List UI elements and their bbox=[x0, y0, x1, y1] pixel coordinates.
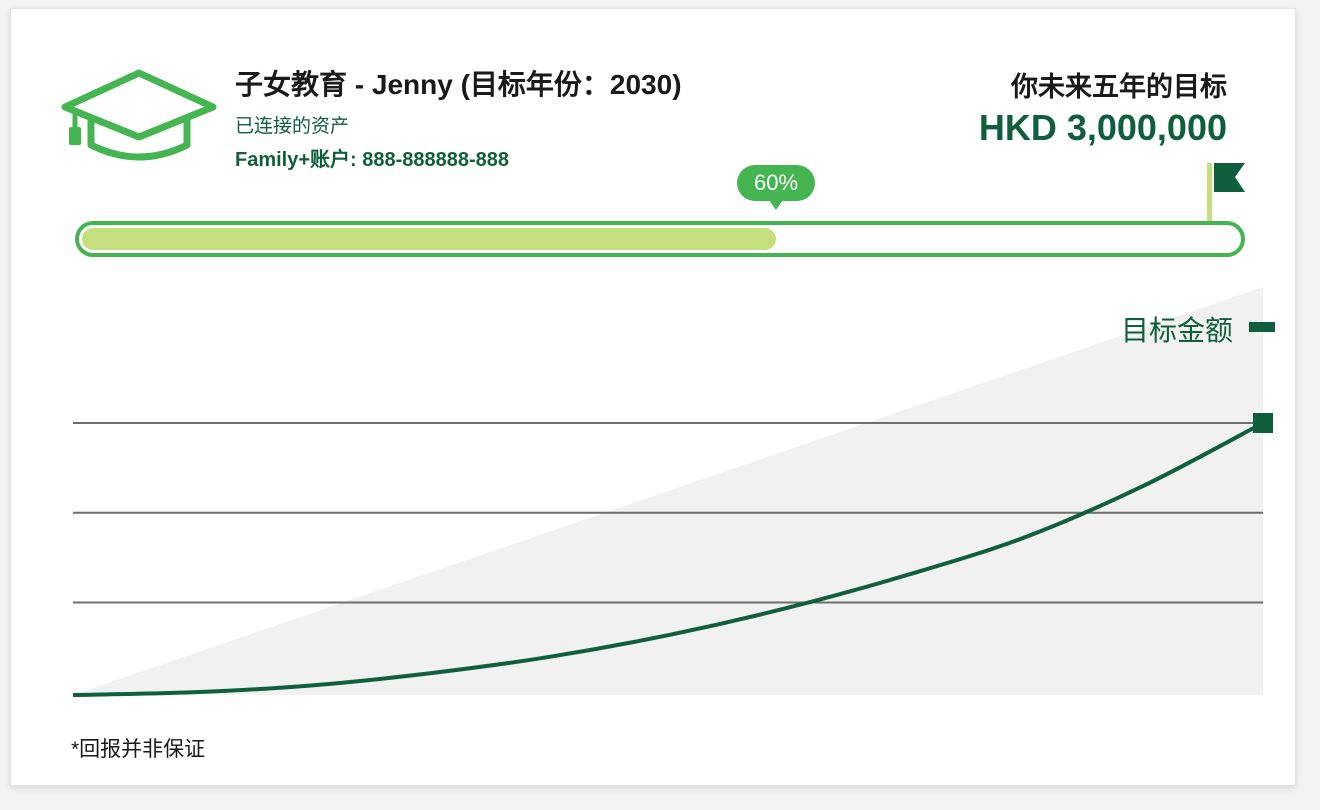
legend-swatch bbox=[1249, 322, 1275, 332]
progress-percent-badge: 60% bbox=[736, 165, 816, 210]
flag-icon bbox=[1207, 163, 1245, 221]
disclaimer: *回报并非保证 bbox=[71, 738, 206, 761]
projection-area bbox=[73, 287, 1263, 695]
goal-title: 子女教育 - Jenny (目标年份：2030) bbox=[235, 69, 682, 100]
linked-account[interactable]: Family+账户: 888-888888-888 bbox=[235, 149, 510, 171]
target-end-marker bbox=[1253, 413, 1273, 433]
target-amount: HKD 3,000,000 bbox=[978, 107, 1227, 148]
progress-fill bbox=[82, 228, 776, 250]
linked-assets-label: 已连接的资产 bbox=[235, 116, 350, 137]
target-amount-line bbox=[72, 421, 1264, 697]
graduation-cap-icon bbox=[61, 69, 217, 161]
progress-bar bbox=[75, 221, 1245, 257]
target-label: 你未来五年的目标 bbox=[1011, 72, 1227, 102]
chart-gridlines bbox=[73, 422, 1263, 604]
goal-card: 子女教育 - Jenny (目标年份：2030) 已连接的资产 Family+账… bbox=[10, 8, 1296, 786]
legend-label: 目标金额 bbox=[1120, 315, 1233, 346]
goal-chart bbox=[72, 287, 1273, 697]
